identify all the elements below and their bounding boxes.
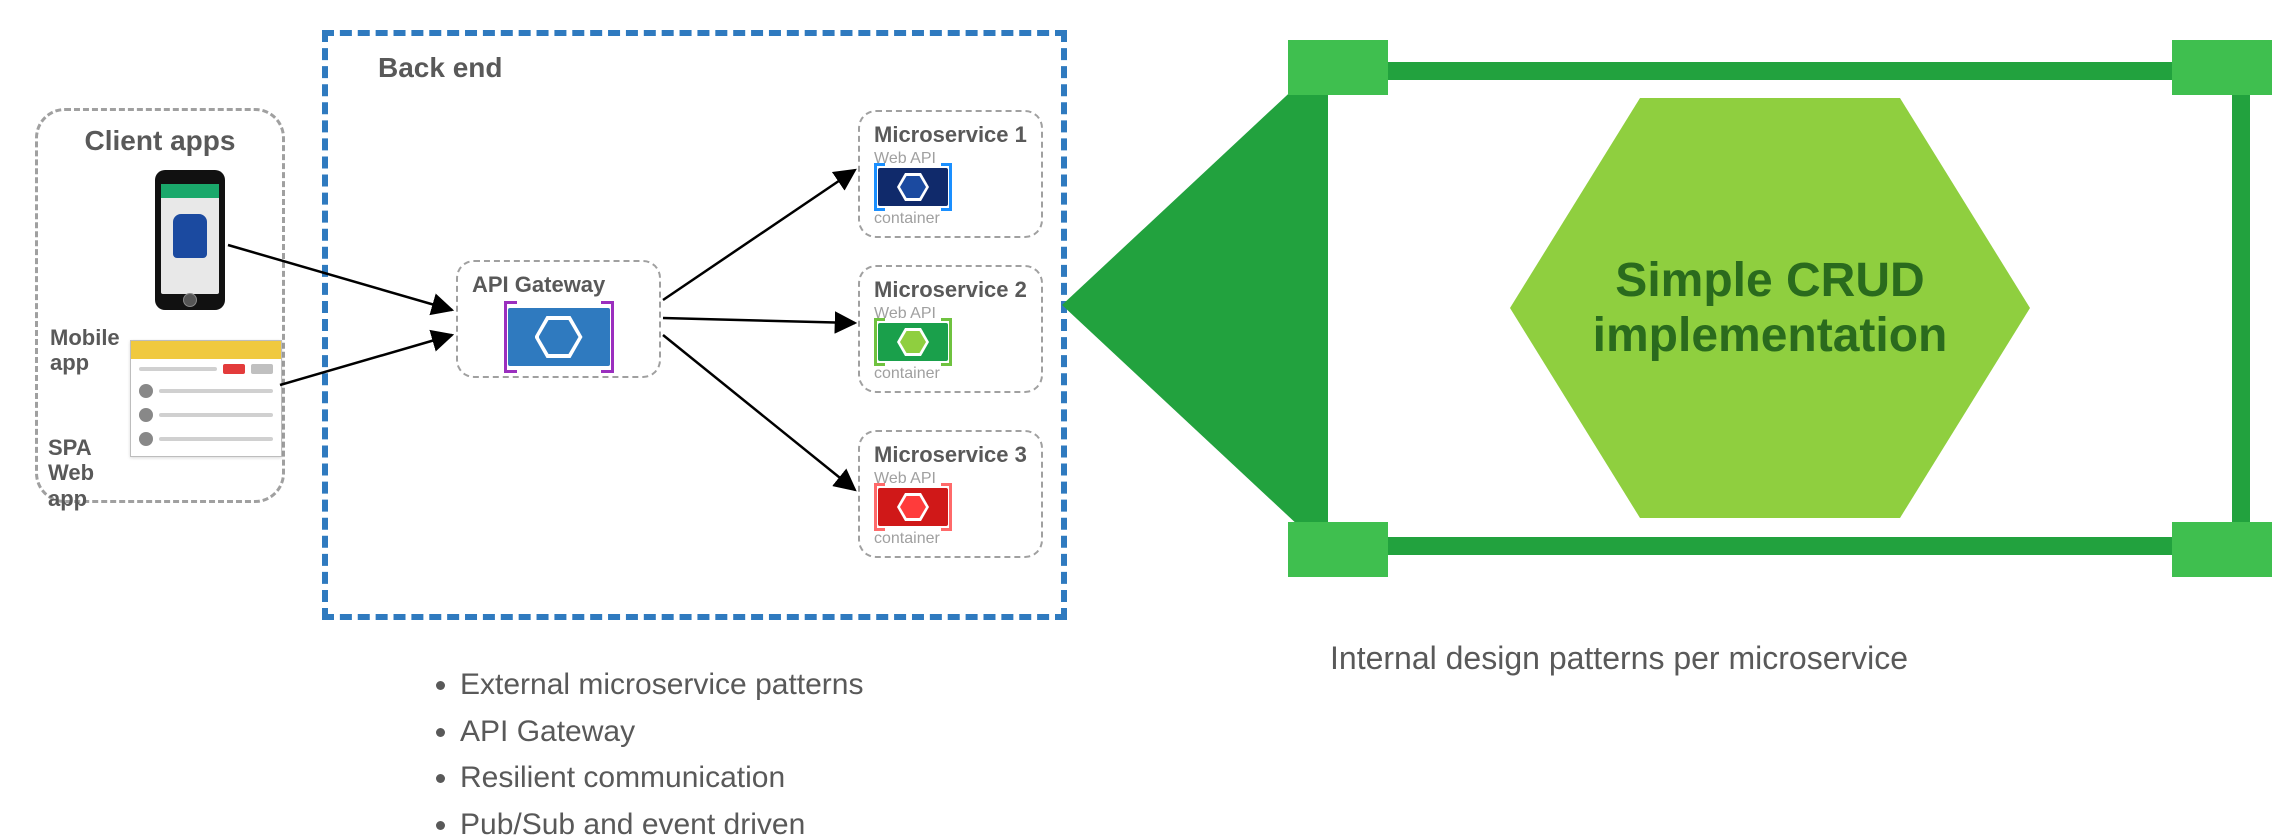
right-bracket-icon [941,163,952,211]
microservice-title: Microservice 2 [874,277,1027,303]
right-bracket-icon [601,301,614,373]
left-bracket-icon [504,301,517,373]
container-icon [874,168,952,206]
left-bracket-icon [874,163,885,211]
left-bracket-icon [874,318,885,366]
container-icon [504,308,614,366]
microservice-title: Microservice 3 [874,442,1027,468]
bullet-item: API Gateway [460,709,863,756]
microservice-box: Microservice 3 Web API container [858,430,1043,558]
corner-block-icon [2172,522,2272,577]
right-bracket-icon [941,483,952,531]
bullet-item: External microservice patterns [460,662,863,709]
text-line-icon [159,413,273,417]
browser-row [131,359,281,379]
browser-row [131,403,281,427]
microservice-box: Microservice 1 Web API container [858,110,1043,238]
container-icon [874,323,952,361]
external-patterns-bullets: External microservice patterns API Gatew… [420,662,863,839]
mobile-app-label-text: Mobile app [50,325,120,375]
corner-block-icon [1288,522,1388,577]
microservice-footer: container [874,365,1027,383]
text-line-icon [159,437,273,441]
red-pill-icon [223,364,245,374]
microservice-title: Microservice 1 [874,122,1027,148]
crud-hex-label: Simple CRUD implementation [1593,253,1948,363]
left-bracket-icon [874,483,885,531]
browser-row [131,379,281,403]
mobile-app-label: Mobile app [50,325,120,376]
avatar-icon [139,432,153,446]
corner-block-icon [1288,40,1388,95]
microservice-footer: container [874,210,1027,228]
api-gateway-box: API Gateway [456,260,661,378]
browser-topbar-icon [131,341,281,359]
api-gateway-title: API Gateway [472,272,645,298]
avatar-icon [139,384,153,398]
backend-title: Back end [378,52,503,84]
client-apps-title: Client apps [38,125,282,157]
hoodie-icon [173,214,207,258]
phone-home-button-icon [183,293,197,307]
bullet-item: Pub/Sub and event driven [460,802,863,839]
microservice-box: Microservice 2 Web API container [858,265,1043,393]
text-line-icon [139,367,217,371]
mobile-phone-icon [155,170,225,310]
corner-block-icon [2172,40,2272,95]
right-bracket-icon [941,318,952,366]
avatar-icon [139,408,153,422]
internal-patterns-caption: Internal design patterns per microservic… [1330,640,1908,677]
browser-row [131,427,281,451]
spa-web-app-label-text: SPA Web app [48,435,94,511]
container-icon [874,488,952,526]
spa-web-app-label: SPA Web app [48,435,94,511]
browser-icon [130,340,282,457]
gray-pill-icon [251,364,273,374]
microservice-footer: container [874,530,1027,548]
bullet-item: Resilient communication [460,755,863,802]
text-line-icon [159,389,273,393]
